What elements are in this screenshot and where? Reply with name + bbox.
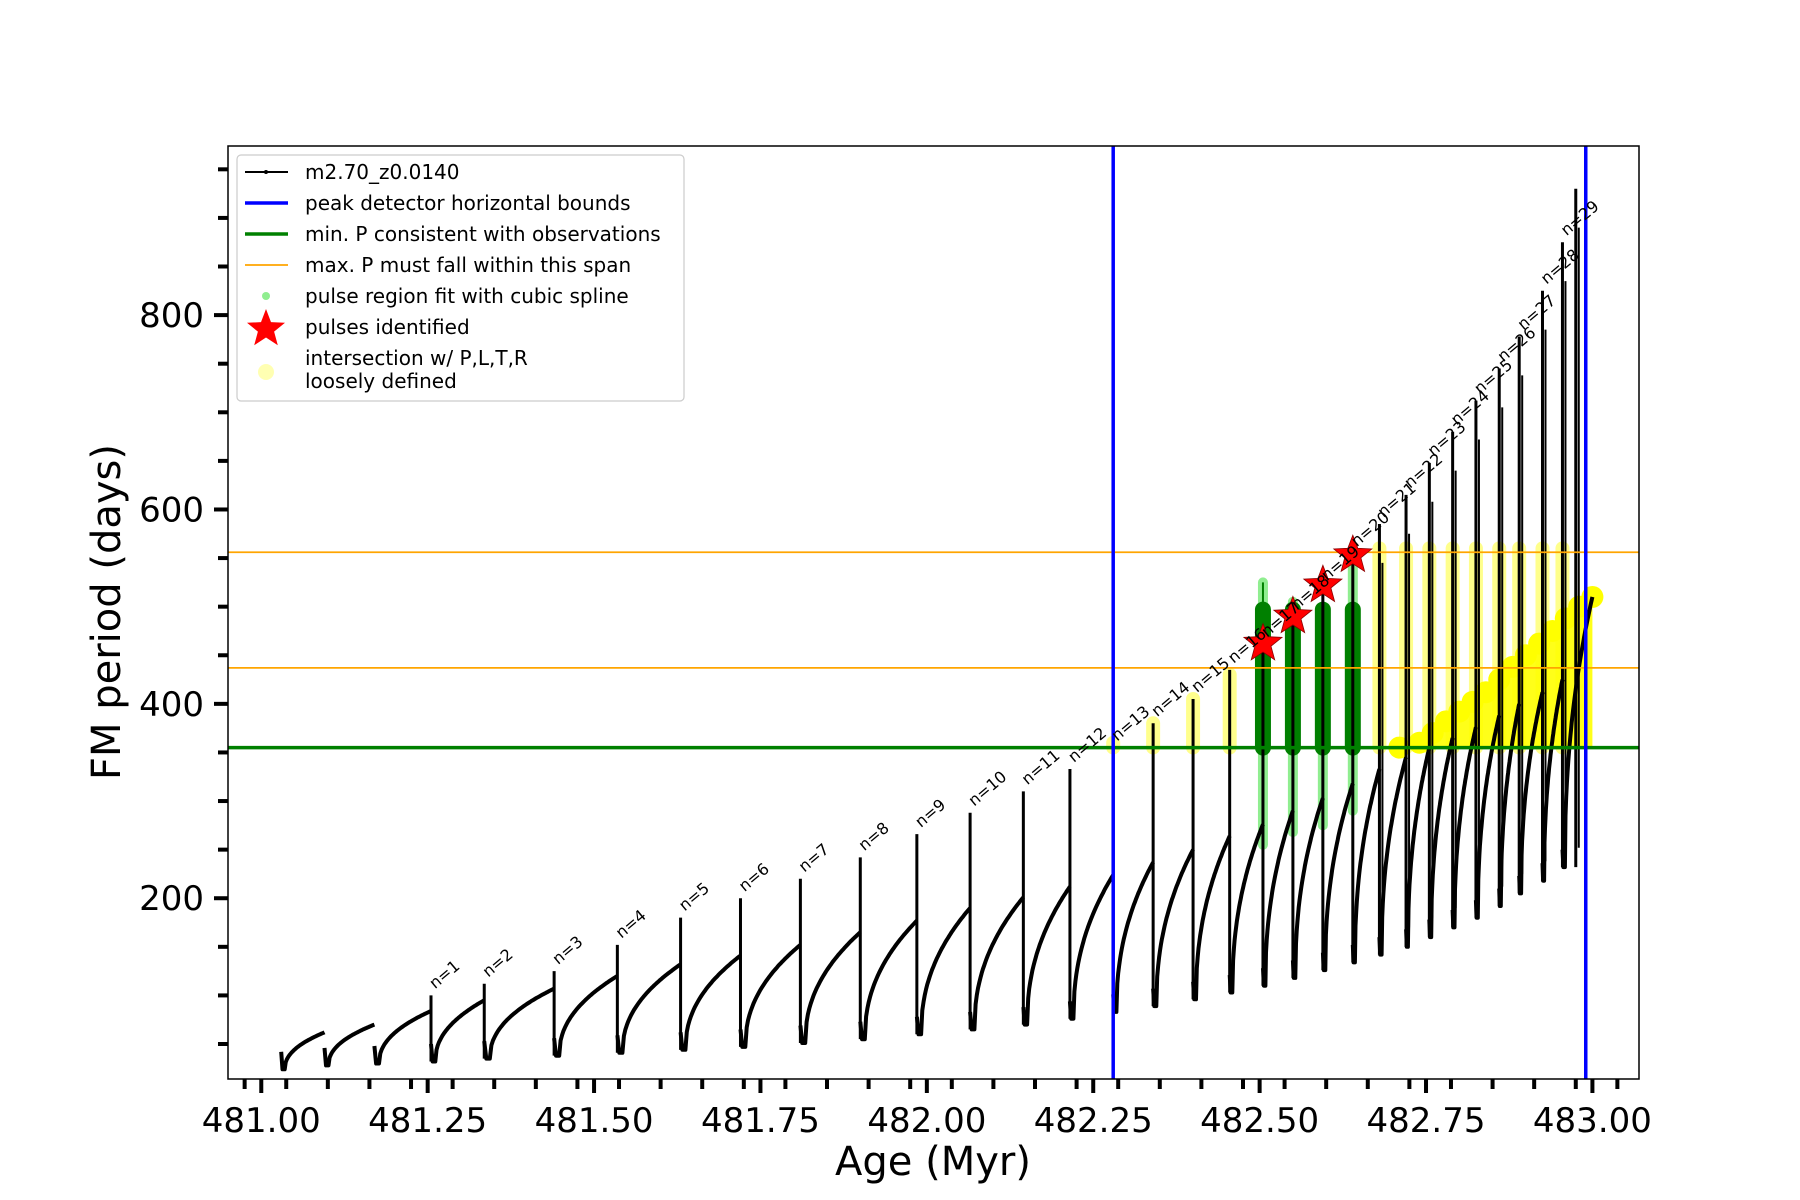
- x-tick-label: 482.25: [1034, 1101, 1153, 1141]
- legend-swatch-intersection: [258, 364, 274, 380]
- y-tick-label: 600: [139, 490, 204, 530]
- track-segment: [798, 930, 862, 1045]
- track-segment: [482, 986, 555, 1061]
- track-segment: [1473, 715, 1502, 920]
- track-segment: [1377, 756, 1409, 957]
- track-segment: [1261, 810, 1295, 988]
- x-tick-label: 481.00: [202, 1101, 321, 1141]
- legend-box: [236, 154, 685, 402]
- pulse-star: [1302, 564, 1343, 603]
- x-tick-label: 481.25: [368, 1101, 487, 1141]
- track-segment: [1320, 782, 1355, 973]
- track-segment: [1067, 873, 1115, 1021]
- x-tick-label: 482.00: [867, 1101, 986, 1141]
- track-segment: [738, 943, 802, 1049]
- track-segment: [968, 895, 1025, 1032]
- track-segment: [1111, 861, 1155, 1014]
- legend-swatch-track-marker: [264, 170, 268, 174]
- y-tick-label: 200: [139, 879, 204, 919]
- track-segment: [1404, 747, 1432, 949]
- legend-label: m2.70_z0.0140: [305, 160, 460, 184]
- y-tick-label: 400: [139, 685, 204, 725]
- intersection-region: [1399, 596, 1593, 748]
- legend-swatch-pulses: [247, 309, 285, 346]
- track-segment: [1517, 691, 1545, 896]
- track-segment: [1191, 835, 1232, 1002]
- x-tick-label: 481.50: [535, 1101, 654, 1141]
- track-segment: [1227, 823, 1265, 995]
- y-axis-label: FM period (days): [84, 444, 130, 780]
- legend-label: loosely defined: [305, 369, 457, 393]
- x-tick-label: 483.00: [1533, 1101, 1652, 1141]
- track-segment: [1450, 726, 1478, 930]
- track-segment: [858, 919, 919, 1042]
- track-segment: [429, 998, 486, 1064]
- track-segment: [1350, 768, 1382, 965]
- legend-label: pulses identified: [305, 315, 470, 339]
- pulse-star: [1272, 595, 1313, 634]
- x-tick-label: 482.50: [1200, 1101, 1319, 1141]
- track-segment: [372, 1009, 432, 1066]
- x-tick-label: 482.75: [1367, 1101, 1486, 1141]
- track-segment: [1151, 848, 1195, 1009]
- track-segment: [615, 962, 682, 1055]
- track-segment: [1290, 797, 1325, 980]
- legend-label: pulse region fit with cubic spline: [305, 284, 629, 308]
- pulse-star: [1242, 622, 1284, 661]
- track-segment: [322, 1022, 376, 1068]
- y-tick-label: 800: [139, 296, 204, 336]
- legend-label: intersection w/ P,L,T,R: [305, 346, 528, 370]
- track-segment: [678, 953, 742, 1052]
- x-tick-label: 481.75: [701, 1101, 820, 1141]
- pulse-star: [1332, 534, 1373, 573]
- track-segment: [914, 906, 972, 1037]
- track-segment: [279, 1030, 326, 1072]
- axes-layer: 481.00 481.25 481.50 481.75 482.00 482.25 482.…: [139, 167, 1652, 1141]
- legend-label: peak detector horizontal bounds: [305, 191, 631, 215]
- track-segment: [1021, 885, 1072, 1027]
- plot-frame: [227, 145, 1640, 1080]
- legend-label: max. P must fall within this span: [305, 253, 631, 277]
- legend-label: min. P consistent with observations: [305, 222, 661, 246]
- legend-swatch-spline: [262, 292, 270, 300]
- x-axis-label: Age (Myr): [835, 1139, 1031, 1185]
- track-segment: [552, 974, 619, 1058]
- track-segment: [1427, 737, 1455, 940]
